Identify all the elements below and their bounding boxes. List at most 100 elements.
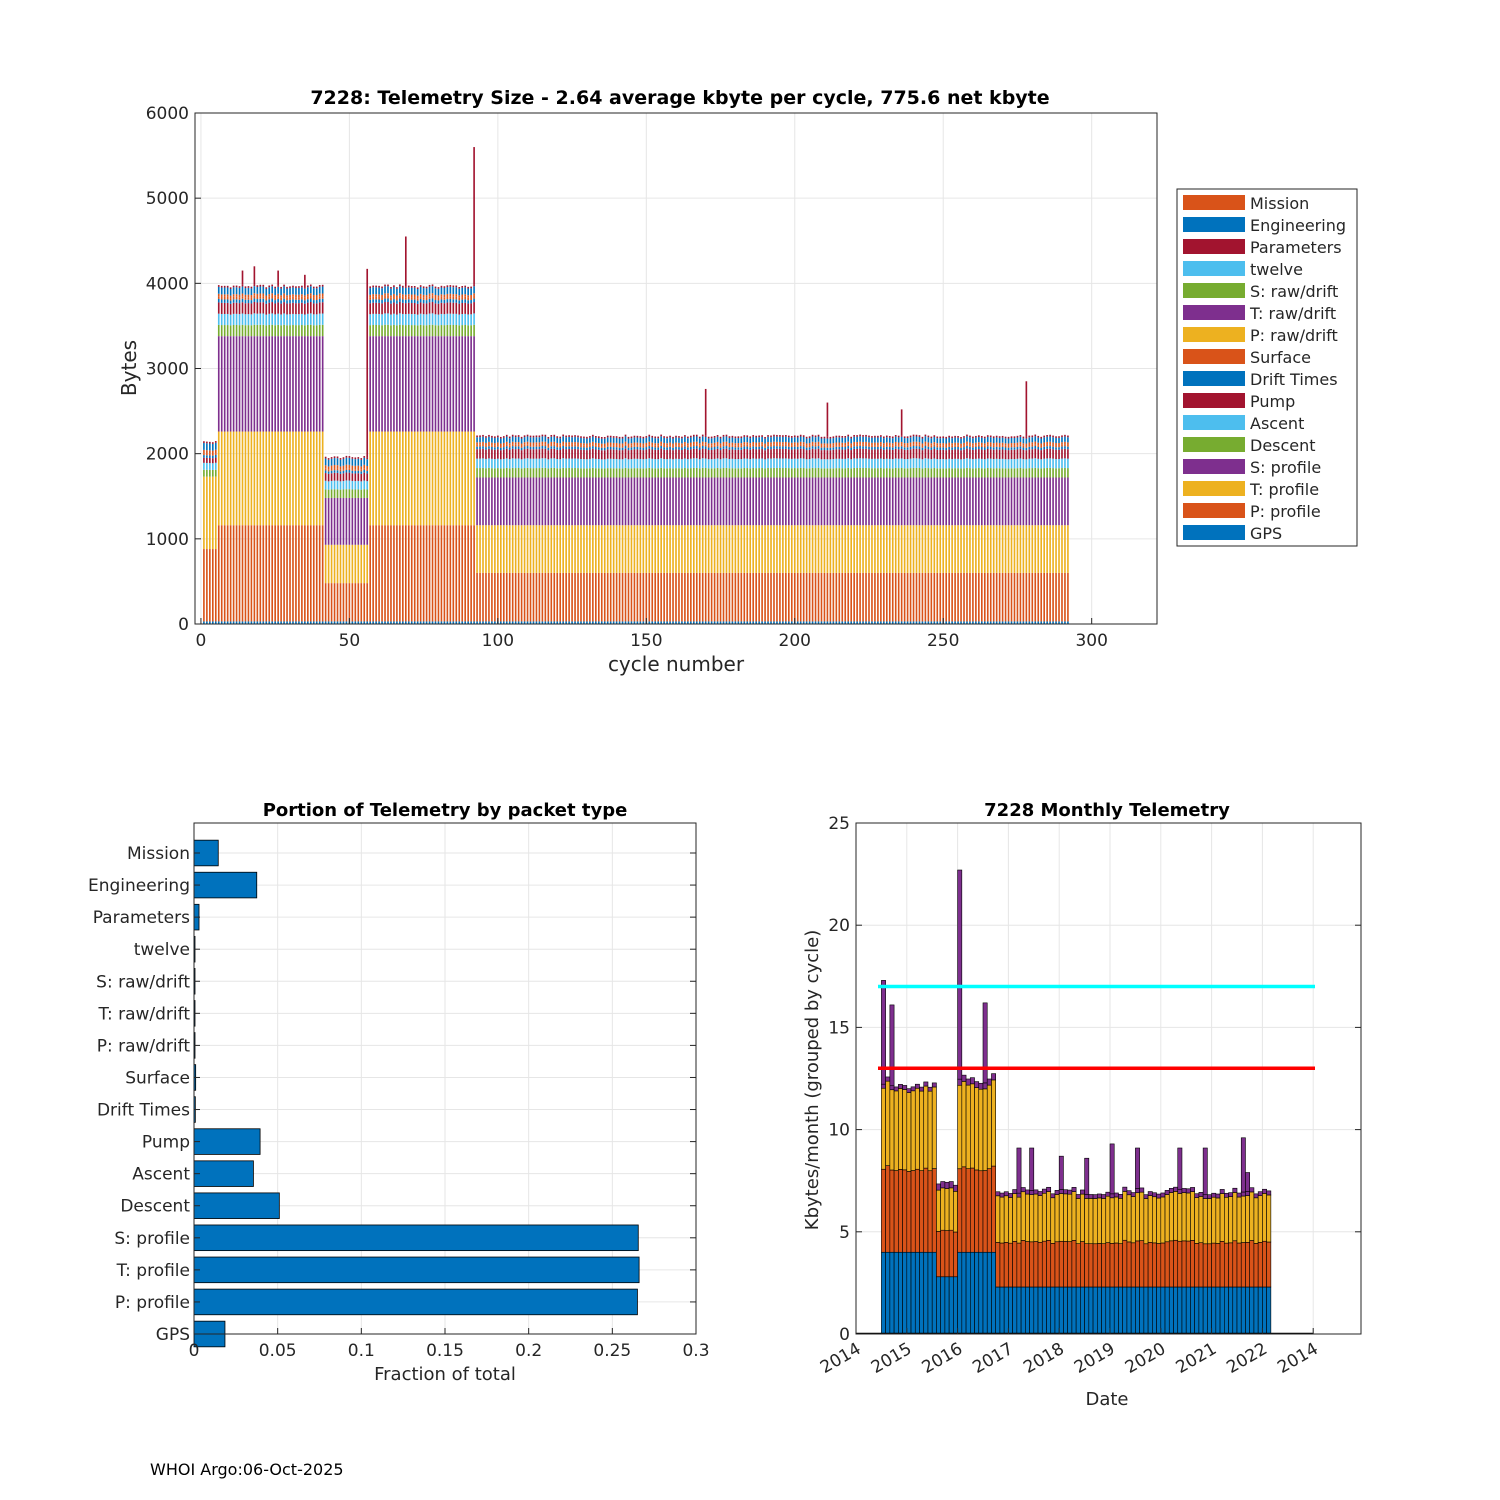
telemetry-size-ticks: 0 50 100 150 200 250 3000100020003000400050006… [146,104,1108,651]
bar-segment [600,468,603,478]
bar-segment [556,572,559,622]
bar-segment [298,286,300,288]
bar-segment [951,449,953,460]
bar-segment [773,436,775,442]
bar-segment [229,300,232,304]
bar-segment [799,446,802,449]
bar-segment [559,572,562,622]
bar-segment [669,437,671,443]
monthly-bar-spike [982,1002,988,1084]
bar-segment [399,313,401,325]
bar-segment [529,468,532,478]
bar-segment [981,447,983,450]
bar-segment [351,473,354,481]
bar-segment [384,324,386,337]
bar-segment [627,525,630,573]
bar-segment [1010,447,1013,450]
bar-segment [888,436,891,438]
bar-segment [565,468,567,478]
bar-segment [339,466,342,470]
bar-segment [330,470,333,474]
bar-segment [963,436,965,438]
bar-segment [603,468,606,478]
bar-segment [390,286,392,289]
bar-segment [1016,449,1019,459]
bar-segment [927,525,930,573]
bar-segment [419,302,422,314]
monthly-bar-segment [1109,1193,1115,1199]
bar-segment [217,336,220,432]
bar-segment [788,468,790,478]
monthly-bar-segment [936,1231,941,1278]
bar-segment [327,544,330,584]
bar-segment [307,296,309,300]
bar-segment [802,435,805,437]
bar-segment [743,468,746,478]
portion-bar [193,1288,638,1316]
bar-segment [209,455,211,458]
bar-segment [963,437,965,443]
bar-segment [523,458,526,469]
bar-segment [663,458,665,469]
bar-segment [209,441,211,444]
bar-segment [814,449,817,459]
bar-segment [909,446,912,450]
bar-segment [464,525,467,622]
bar-segment [1004,436,1007,439]
bar-segment [900,477,903,526]
bar-segment [318,621,321,624]
bar-segment [740,438,743,444]
bar-segment [301,294,303,297]
bar-segment [577,468,579,478]
bar-segment [529,621,532,624]
bar-segment [645,442,648,446]
bar-segment [856,477,858,526]
bar-segment [998,458,1001,469]
legend-swatch [1183,415,1245,430]
bar-segment [1031,458,1034,469]
bar-segment [880,477,882,526]
bar-segment [580,525,582,573]
bar-segment [354,465,357,470]
bar-segment [678,572,680,622]
bar-segment [909,477,912,526]
x-tick-label: 0.1 [348,1341,375,1361]
y-tick-label: S: raw/drift [96,972,190,992]
bar-segment [223,325,226,337]
bar-segment [841,621,844,624]
bar-segment [1049,441,1051,445]
bar-segment [577,621,579,624]
bar-segment [431,293,434,296]
monthly-bar-segment [1135,1188,1140,1194]
bar-segment [615,458,618,469]
bar-segment [479,468,481,478]
bar-segment [440,313,443,326]
bar-segment [209,450,211,454]
bar-segment [853,448,855,459]
bar-segment [247,297,250,300]
bar-segment [410,303,413,315]
bar-segment [461,325,464,337]
bar-segment [461,336,464,432]
bar-segment [553,467,556,478]
bar-segment [597,621,600,624]
bar-segment [737,445,740,448]
bar-segment [770,621,772,624]
bar-segment [565,444,567,447]
telemetry-size-title: 7228: Telemetry Size - 2.64 average kbyt… [310,87,1049,109]
bar-segment [324,480,327,490]
bar-segment [500,447,502,451]
monthly-bar-segment [986,1168,992,1253]
bar-segment [805,436,808,439]
bar-segment [502,442,505,446]
bar-segment [918,449,921,459]
bar-segment [883,572,885,622]
bar-segment [312,525,315,622]
bar-segment [1058,436,1060,438]
bar-segment [479,442,481,445]
bar-segment [1037,435,1040,438]
bar-segment [832,443,835,446]
bar-segment [951,572,953,622]
monthly-bar-segment [1215,1286,1221,1335]
monthly-bar-segment [982,1170,988,1253]
